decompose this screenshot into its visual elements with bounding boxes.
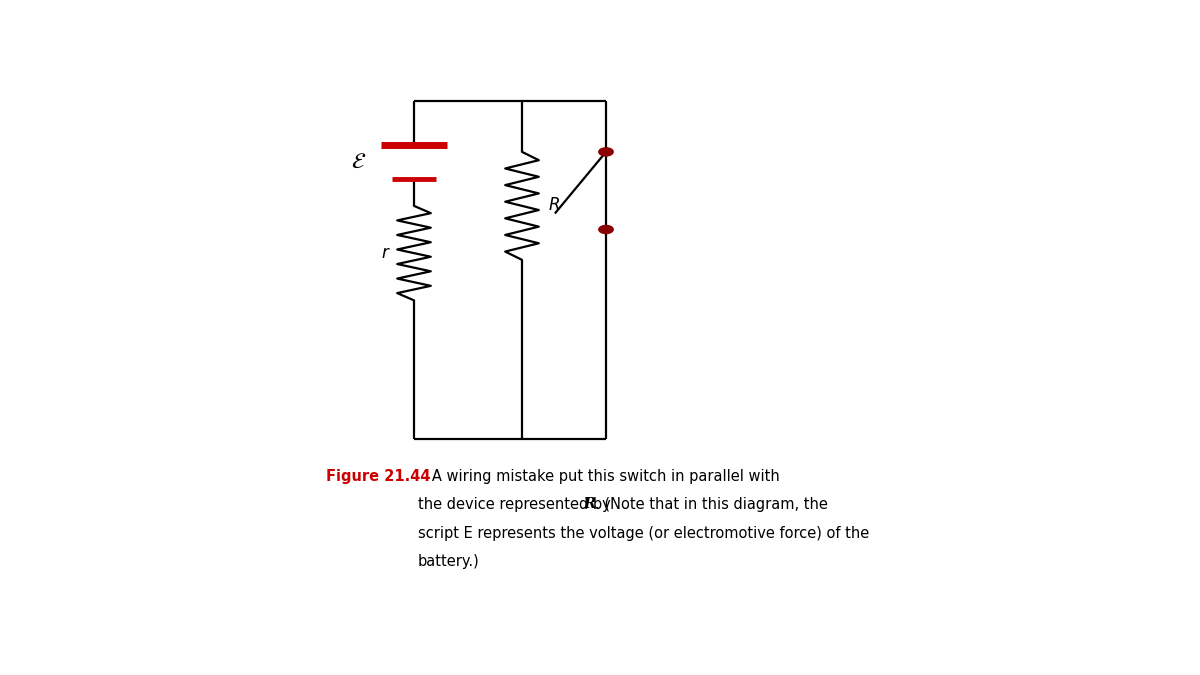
Text: script E represents the voltage (or electromotive force) of the: script E represents the voltage (or elec…: [418, 526, 869, 541]
Text: Figure 21.44: Figure 21.44: [326, 469, 431, 484]
Text: the device represented by: the device represented by: [418, 497, 614, 512]
Text: A wiring mistake put this switch in parallel with: A wiring mistake put this switch in para…: [418, 469, 779, 484]
Text: $R$: $R$: [548, 197, 560, 215]
Text: $r$: $r$: [382, 244, 391, 262]
Circle shape: [599, 225, 613, 234]
Circle shape: [599, 148, 613, 156]
Text: battery.): battery.): [418, 554, 479, 569]
Text: . (Note that in this diagram, the: . (Note that in this diagram, the: [595, 497, 828, 512]
Text: $\mathcal{E}$: $\mathcal{E}$: [352, 151, 366, 173]
Text: R: R: [584, 497, 596, 512]
